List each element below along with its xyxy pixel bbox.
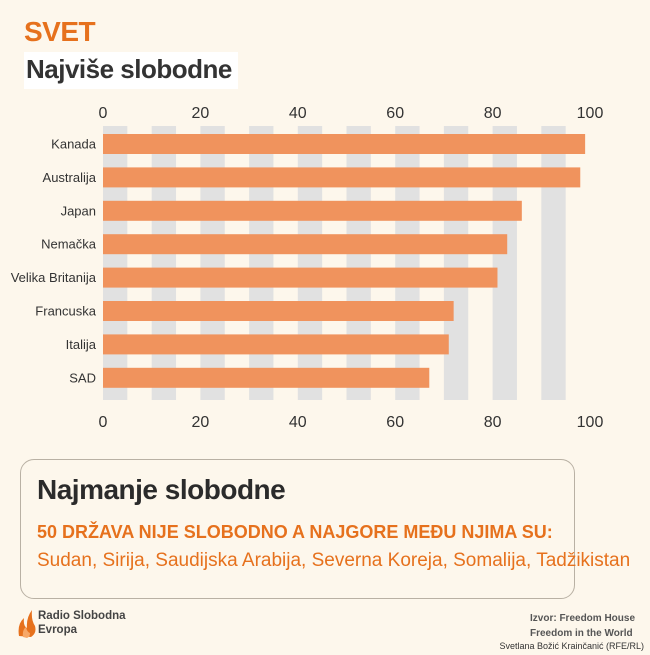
chart-bars bbox=[103, 134, 586, 388]
least-free-panel: Najmanje slobodne 50 DRŽAVA NIJE SLOBODN… bbox=[20, 459, 630, 599]
grid-stripe bbox=[443, 126, 469, 400]
panel-country-list: Sudan, Sirija, Saudijska Arabija, Severn… bbox=[37, 550, 631, 571]
category-label: Australija bbox=[43, 170, 97, 185]
x-tick-label-bottom: 20 bbox=[192, 414, 210, 431]
flame-icon bbox=[18, 610, 36, 638]
x-tick-label-top: 80 bbox=[484, 105, 502, 122]
category-label: Kanada bbox=[51, 137, 97, 152]
chart-title-wrap: Najviše slobodne bbox=[24, 52, 238, 89]
logo-text: Radio Slobodna Evropa bbox=[38, 609, 126, 637]
bar bbox=[103, 301, 454, 321]
y-axis-labels: Kanada Australija Japan Nemačka Velika Brita… bbox=[11, 137, 97, 386]
logo-line-2: Evropa bbox=[38, 624, 77, 636]
bar bbox=[103, 267, 498, 288]
grid-stripe bbox=[395, 126, 420, 400]
chart-title: Najviše slobodne bbox=[24, 52, 238, 89]
grid-stripe bbox=[346, 126, 371, 400]
source-line-1: Izvor: Freedom House bbox=[530, 613, 636, 624]
category-label: Nemačka bbox=[41, 237, 97, 252]
x-tick-label-bottom: 40 bbox=[289, 414, 307, 431]
bar bbox=[103, 367, 430, 388]
bar bbox=[103, 134, 586, 154]
bar bbox=[103, 334, 449, 355]
panel-title: Najmanje slobodne bbox=[37, 474, 286, 505]
rfe-logo: Radio Slobodna Evropa bbox=[16, 606, 146, 646]
x-tick-label-top: 0 bbox=[99, 105, 108, 122]
category-label: Velika Britanija bbox=[11, 270, 97, 285]
author-credit: Svetlana Božić Krainčanić (RFE/RL) bbox=[499, 641, 644, 651]
x-tick-label-top: 20 bbox=[192, 105, 210, 122]
bar bbox=[103, 234, 508, 255]
grid-stripe bbox=[200, 126, 225, 400]
logo-line-1: Radio Slobodna bbox=[38, 610, 126, 622]
bar bbox=[103, 167, 581, 188]
chart-stripes bbox=[103, 126, 566, 400]
category-label: SAD bbox=[69, 370, 96, 385]
x-tick-label-bottom: 80 bbox=[484, 414, 502, 431]
region-title: SVET bbox=[24, 16, 96, 47]
grid-stripe bbox=[541, 126, 566, 400]
panel-headline: 50 DRŽAVA NIJE SLOBODNO A NAJGORE MEĐU N… bbox=[37, 522, 553, 542]
grid-stripe bbox=[249, 126, 274, 400]
x-tick-label-top: 100 bbox=[577, 105, 604, 122]
grid-stripe bbox=[492, 126, 517, 400]
x-tick-label-bottom: 60 bbox=[386, 414, 404, 431]
x-tick-label-top: 40 bbox=[289, 105, 307, 122]
grid-stripe bbox=[151, 126, 177, 400]
grid-stripe bbox=[297, 126, 323, 400]
x-tick-label-bottom: 0 bbox=[99, 414, 108, 431]
x-tick-label-top: 60 bbox=[386, 105, 404, 122]
grid-stripe bbox=[103, 126, 128, 400]
bar-chart: 0 20 40 60 80 100 0 20 40 60 80 100 Kanada Australi… bbox=[11, 105, 604, 431]
source-line-2: Freedom in the World bbox=[530, 628, 633, 639]
bar bbox=[103, 200, 522, 221]
source-note: Izvor: Freedom House Freedom in the Worl… bbox=[530, 611, 635, 641]
x-axis-top: 0 20 40 60 80 100 bbox=[99, 105, 604, 122]
category-label: Italija bbox=[66, 337, 97, 352]
category-label: Francuska bbox=[35, 304, 96, 319]
category-label: Japan bbox=[61, 203, 96, 218]
x-tick-label-bottom: 100 bbox=[577, 414, 604, 431]
x-axis-bottom: 0 20 40 60 80 100 bbox=[99, 414, 604, 431]
